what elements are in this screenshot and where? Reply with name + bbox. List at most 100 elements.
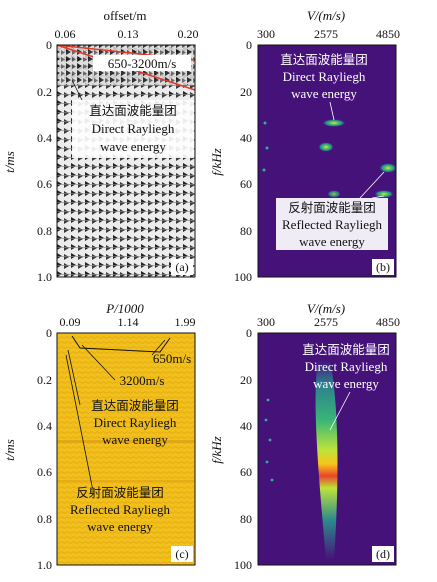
panel-c-reflected-en-2: wave energy bbox=[87, 519, 153, 534]
panel-a-y-tick-0: 0 bbox=[46, 38, 52, 52]
panel-d-x-tick-0: 300 bbox=[257, 315, 275, 329]
panel-b-y-tick-3: 60 bbox=[240, 177, 252, 191]
panel-c-y-tick-2: 0.4 bbox=[37, 419, 52, 433]
panel-b-energy-spot-4 bbox=[374, 190, 394, 198]
panel-d-dot-2 bbox=[264, 418, 268, 422]
panel-b-label-bg bbox=[372, 259, 394, 275]
panel-c-y-tick-1: 0.2 bbox=[37, 373, 52, 387]
panel-d-y-tick-4: 80 bbox=[240, 512, 252, 526]
panel-c-reflected-en-1: Reflected Rayliegh bbox=[70, 502, 170, 517]
panel-b: V/(m/s) 300 2575 4850 0 20 40 60 80 100 … bbox=[209, 8, 400, 284]
panel-c-direct-cn: 直达面波能量团 bbox=[91, 398, 179, 413]
panel-c-tau-p-domain bbox=[57, 333, 195, 565]
panel-d-y-tick-3: 60 bbox=[240, 465, 252, 479]
panel-d-x-tick-1: 2575 bbox=[314, 315, 338, 329]
panel-a-velocity-label: 650-3200m/s bbox=[108, 56, 177, 71]
panel-a-y-tick-5: 1.0 bbox=[37, 270, 52, 284]
panel-d-y-title: f/kHz bbox=[209, 436, 224, 463]
panel-a-anno-en-1: Direct Rayliegh bbox=[92, 121, 175, 136]
panel-a-x-title: offset/m bbox=[103, 8, 146, 23]
panel-d-direct-pointer bbox=[329, 391, 351, 431]
panel-d-dot-3 bbox=[268, 438, 272, 442]
panel-c-energy-curve bbox=[71, 335, 171, 353]
panel-d-y-tick-5: 100 bbox=[234, 558, 252, 572]
panel-b-y-tick-2: 40 bbox=[240, 131, 252, 145]
panel-b-y-tick-0: 0 bbox=[246, 38, 252, 52]
panel-a-x-tick-2: 0.20 bbox=[178, 27, 199, 41]
panel-d-direct-en-1: Direct Rayliegh bbox=[305, 359, 388, 374]
panel-a-anno-en-2: wave energy bbox=[100, 139, 166, 154]
panel-b-reflected-en-2: wave energy bbox=[299, 234, 365, 249]
panel-c-reflected-pointer bbox=[65, 354, 93, 487]
panel-c-direct-en-1: Direct Rayliegh bbox=[94, 415, 177, 430]
panel-d-energy-streak bbox=[315, 360, 338, 560]
panel-d: V/(m/s) 300 2575 4850 0 20 40 60 80 100 … bbox=[209, 301, 400, 572]
panel-b-energy-spot-2 bbox=[318, 142, 334, 152]
panel-b-frame bbox=[257, 44, 397, 278]
panel-d-dot-4 bbox=[265, 460, 269, 464]
panel-b-direct-en-1: Direct Rayliegh bbox=[283, 69, 366, 84]
panel-b-reflected-cn: 反射面波能量团 bbox=[288, 200, 376, 215]
panel-b-y-tick-1: 20 bbox=[240, 85, 252, 99]
panel-c-direct-pointer bbox=[67, 349, 81, 406]
panel-c-x-title: P/1000 bbox=[105, 301, 144, 316]
panel-c-vel-3200: 3200m/s bbox=[120, 373, 165, 388]
panel-c-x-tick-1: 1.14 bbox=[118, 315, 139, 329]
panel-c-reflected-cn: 反射面波能量团 bbox=[76, 485, 164, 500]
panel-a-label: (a) bbox=[175, 260, 188, 274]
panel-d-y-tick-1: 20 bbox=[240, 373, 252, 387]
panel-b-dot-1 bbox=[263, 121, 267, 125]
panel-d-x-tick-2: 4850 bbox=[376, 315, 400, 329]
panel-d-y-tick-0: 0 bbox=[246, 326, 252, 340]
panel-b-reflected-bg bbox=[276, 198, 388, 250]
panel-c-event-band-1 bbox=[57, 440, 195, 443]
panel-a-y-title: t/ms bbox=[2, 151, 17, 173]
panel-c-label: (c) bbox=[175, 547, 188, 561]
panel-c-y-tick-5: 1.0 bbox=[37, 558, 52, 572]
panel-a-frame bbox=[56, 44, 196, 278]
panel-d-x-title: V/(m/s) bbox=[307, 301, 345, 316]
panel-a-label-bg bbox=[171, 259, 193, 275]
panel-c-y-tick-3: 0.6 bbox=[37, 465, 52, 479]
panel-c-y-tick-0: 0 bbox=[46, 326, 52, 340]
panel-a-velocity-label-bg bbox=[93, 55, 191, 71]
panel-b-x-tick-0: 300 bbox=[257, 27, 275, 41]
panel-b-direct-en-2: wave energy bbox=[291, 86, 357, 101]
panel-d-label-bg bbox=[372, 546, 394, 562]
panel-b-label: (b) bbox=[376, 260, 390, 274]
panel-a-y-tick-3: 0.6 bbox=[37, 177, 52, 191]
panel-a-anno-pointer bbox=[71, 79, 83, 101]
panel-c-x-tick-0: 0.09 bbox=[60, 315, 81, 329]
panel-c-vel-650: 650m/s bbox=[153, 351, 191, 366]
panel-b-energy-spot-3 bbox=[379, 163, 397, 173]
panel-c-x-tick-2: 1.99 bbox=[175, 315, 196, 329]
panel-b-dot-3 bbox=[262, 168, 266, 172]
panel-c-vel-650-pointer bbox=[151, 339, 166, 356]
panel-a-annotation-bg bbox=[72, 100, 194, 158]
panel-d-frame bbox=[257, 332, 397, 566]
panel-b-reflected-en-1: Reflected Rayliegh bbox=[282, 217, 382, 232]
panel-a: offset/m 0.06 0.13 0.20 0 0.2 0.4 0.6 0.… bbox=[2, 8, 199, 284]
panel-c-y-title: t/ms bbox=[2, 439, 17, 461]
panel-c-direct-en-2: wave energy bbox=[102, 432, 168, 447]
panel-b-x-tick-2: 4850 bbox=[376, 27, 400, 41]
panel-b-direct-cn: 直达面波能量团 bbox=[280, 52, 368, 67]
panel-a-y-tick-1: 0.2 bbox=[37, 85, 52, 99]
panel-b-reflected-pointer-1 bbox=[359, 171, 385, 199]
panel-c-y-tick-4: 0.8 bbox=[37, 512, 52, 526]
panel-b-y-tick-5: 100 bbox=[234, 270, 252, 284]
panel-c-event-band-2 bbox=[57, 480, 195, 482]
panel-a-y-tick-4: 0.8 bbox=[37, 224, 52, 238]
panel-a-y-tick-2: 0.4 bbox=[37, 131, 52, 145]
panel-b-x-title: V/(m/s) bbox=[307, 8, 345, 23]
panel-b-y-tick-4: 80 bbox=[240, 224, 252, 238]
panel-a-x-tick-0: 0.06 bbox=[55, 27, 76, 41]
panel-d-dot-5 bbox=[270, 478, 274, 482]
panel-c-label-bg bbox=[171, 546, 193, 562]
panel-d-dot-1 bbox=[266, 398, 270, 402]
panel-c: P/1000 0.09 1.14 1.99 0 0.2 0.4 0.6 0.8 … bbox=[2, 301, 196, 572]
panel-b-y-title: f/kHz bbox=[209, 148, 224, 175]
panel-a-x-tick-1: 0.13 bbox=[118, 27, 139, 41]
panel-d-label: (d) bbox=[376, 547, 390, 561]
panel-c-vel-3200-pointer bbox=[81, 344, 116, 381]
